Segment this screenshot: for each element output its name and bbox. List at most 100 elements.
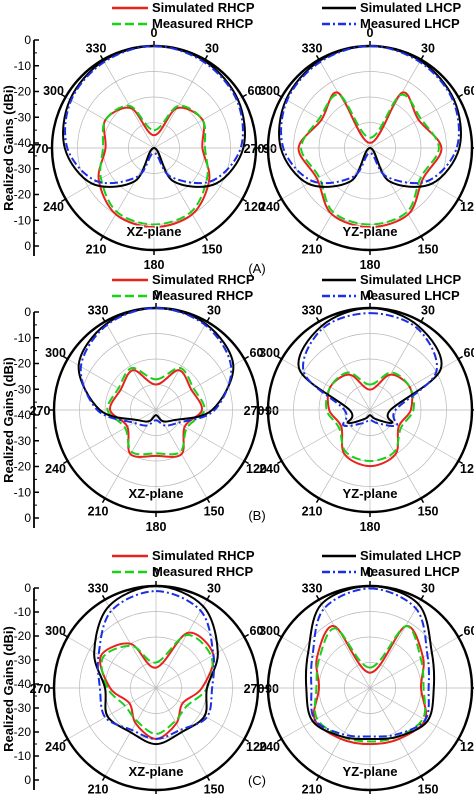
legend-label: Simulated RHCP	[152, 548, 255, 563]
angle-tick	[315, 775, 320, 782]
angle-tick	[60, 93, 67, 98]
series-simulated-lhcp	[304, 584, 436, 741]
angle-tick	[457, 355, 464, 360]
grid-spoke	[153, 147, 243, 200]
angle-tick	[457, 633, 464, 638]
angle-tick	[315, 497, 320, 504]
plane-label-yz: YZ-plane	[343, 486, 398, 501]
y-tick-label: -40	[14, 136, 32, 150]
angle-label-120: 120	[460, 200, 474, 214]
angle-tick	[457, 460, 464, 465]
grid-spoke	[67, 687, 157, 740]
angle-label-180: 180	[146, 520, 167, 534]
angle-tick	[420, 775, 425, 782]
angle-label-120: 120	[460, 462, 474, 476]
angle-label-330: 330	[302, 42, 323, 56]
angle-label-120: 120	[460, 740, 474, 754]
plane-label-xz: XZ-plane	[129, 764, 184, 779]
grid-spoke	[155, 321, 208, 411]
angle-label-330: 330	[86, 42, 107, 56]
y-tick-label: -20	[14, 725, 32, 739]
angle-label-210: 210	[88, 782, 109, 794]
y-tick-label: -20	[14, 460, 32, 474]
series-simulated-rhcp	[326, 373, 414, 468]
grid-spoke	[153, 96, 243, 149]
y-tick-label: 0	[24, 305, 31, 319]
grid-spoke	[369, 321, 422, 411]
y-tick-label: -10	[14, 213, 32, 227]
y-tick-label: -20	[14, 629, 32, 643]
y-tick-label: -30	[14, 701, 32, 715]
angle-tick	[315, 316, 320, 323]
angle-label-330: 330	[88, 582, 109, 596]
legend-label: Measured LHCP	[360, 564, 460, 579]
grid-spoke	[155, 358, 245, 411]
angle-tick	[420, 235, 425, 242]
angle-tick	[420, 54, 425, 61]
angle-label-240: 240	[259, 200, 280, 214]
angle-label-0: 0	[367, 26, 374, 40]
plane-label-yz: YZ-plane	[343, 764, 398, 779]
angle-tick	[206, 775, 211, 782]
angle-label-270: 270	[28, 142, 49, 156]
y-tick-label: 0	[24, 239, 31, 253]
series-simulated-rhcp	[97, 106, 211, 229]
angle-label-240: 240	[45, 462, 66, 476]
series-simulated-rhcp	[312, 625, 428, 746]
angle-tick	[99, 235, 104, 242]
angle-label-300: 300	[45, 346, 66, 360]
legend-label: Simulated LHCP	[360, 548, 461, 563]
grid-spoke	[318, 687, 371, 777]
grid-spoke	[281, 687, 371, 740]
angle-tick	[101, 497, 106, 504]
angle-label-270: 270	[244, 142, 265, 156]
angle-tick	[60, 198, 67, 203]
angle-tick	[276, 460, 283, 465]
y-tick-label: -30	[14, 110, 32, 124]
grid-spoke	[67, 409, 157, 462]
grid-spoke	[102, 59, 155, 149]
angle-label-300: 300	[45, 624, 66, 638]
grid-spoke	[281, 147, 371, 200]
legend-label: Measured RHCP	[152, 288, 253, 303]
series-measured-lhcp	[280, 44, 460, 185]
y-tick-label: -30	[14, 434, 32, 448]
y-tick-label: -30	[14, 653, 32, 667]
y-tick-label: -30	[14, 162, 32, 176]
angle-label-0: 0	[153, 566, 160, 580]
angle-label-150: 150	[418, 782, 439, 794]
angle-label-180: 180	[144, 258, 165, 272]
series-simulated-lhcp	[297, 306, 443, 425]
y-tick-label: 0	[24, 33, 31, 47]
grid-spoke	[67, 358, 157, 411]
y-tick-label: -10	[14, 605, 32, 619]
angle-label-300: 300	[259, 624, 280, 638]
y-tick-label: -20	[14, 357, 32, 371]
series-measured-lhcp	[96, 590, 216, 741]
angle-label-30: 30	[421, 304, 435, 318]
grid-spoke	[281, 636, 371, 689]
series-simulated-lhcp	[278, 44, 462, 188]
y-tick-label: 0	[24, 773, 31, 787]
grid-spoke	[369, 636, 459, 689]
series-simulated-lhcp	[77, 306, 235, 423]
angle-tick	[243, 460, 250, 465]
legend-label: Measured RHCP	[152, 564, 253, 579]
series-simulated-lhcp	[62, 44, 246, 188]
panel-caption: (A)	[248, 261, 265, 276]
angle-tick	[241, 93, 248, 98]
angle-tick	[204, 54, 209, 61]
grid-spoke	[65, 96, 155, 149]
angle-tick	[420, 594, 425, 601]
series-measured-rhcp	[313, 625, 427, 743]
y-axis-title: Realized Gains (dBi)	[1, 85, 16, 211]
angle-tick	[101, 594, 106, 601]
angle-label-270: 270	[30, 404, 51, 418]
grid-spoke	[369, 96, 459, 149]
series-measured-rhcp	[300, 93, 440, 226]
series-measured-rhcp	[106, 366, 206, 456]
angle-tick	[206, 594, 211, 601]
angle-tick	[243, 633, 250, 638]
angle-label-330: 330	[302, 582, 323, 596]
